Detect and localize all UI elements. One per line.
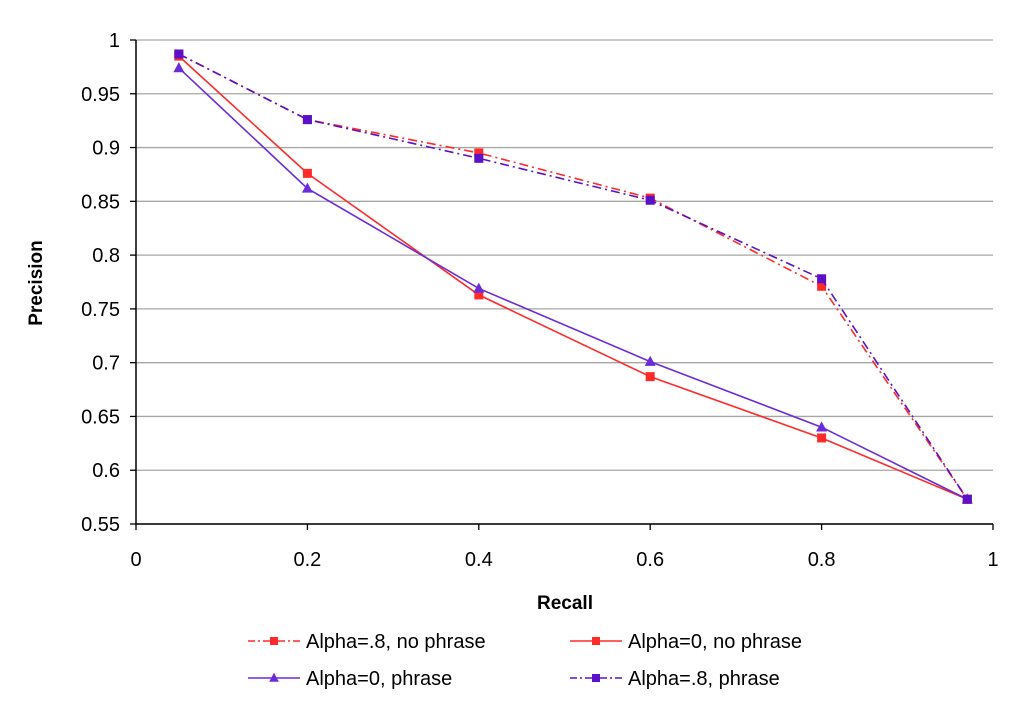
data-point-square bbox=[302, 115, 312, 125]
data-point-square bbox=[270, 637, 278, 645]
data-point-square bbox=[174, 49, 184, 59]
data-point-square bbox=[302, 168, 312, 178]
legend-label: Alpha=.8, phrase bbox=[628, 668, 780, 690]
data-point-triangle bbox=[269, 672, 279, 682]
series-2 bbox=[173, 62, 973, 504]
legend-item: Alpha=0, phrase bbox=[248, 668, 452, 690]
data-point-square bbox=[817, 433, 827, 443]
data-point-triangle bbox=[301, 182, 313, 193]
x-tick-label: 0.2 bbox=[293, 549, 321, 571]
legend-item: Alpha=.8, no phrase bbox=[248, 631, 486, 653]
y-tick-label: 0.85 bbox=[81, 191, 120, 213]
data-point-square bbox=[592, 674, 600, 682]
data-point-square bbox=[474, 148, 484, 158]
data-point-square bbox=[817, 274, 827, 284]
series-line bbox=[178, 67, 968, 500]
y-tick-label: 0.65 bbox=[81, 406, 120, 428]
y-tick-label: 0.7 bbox=[92, 353, 120, 375]
legend-label: Alpha=.8, no phrase bbox=[306, 631, 486, 653]
x-tick-label: 1 bbox=[987, 549, 998, 571]
y-tick-label: 0.55 bbox=[81, 514, 120, 536]
y-tick-label: 0.6 bbox=[92, 460, 120, 482]
grid-layer bbox=[136, 39, 993, 525]
x-axis-title: Recall bbox=[537, 593, 593, 614]
label-layer: Recall Precision bbox=[26, 240, 593, 614]
y-tick-label: 0.9 bbox=[92, 138, 120, 160]
legend-label: Alpha=0, no phrase bbox=[628, 631, 802, 653]
series-line bbox=[178, 53, 968, 500]
axis-layer: 0.55 0.6 0.65 0.7 0.75 0.8 0.85 0.9 0.95 1 0 0.2 0.4… bbox=[81, 30, 999, 571]
series-line bbox=[178, 53, 968, 500]
x-tick-label: 0.4 bbox=[465, 549, 493, 571]
x-tick-label: 0 bbox=[130, 549, 141, 571]
series-1 bbox=[174, 51, 972, 504]
legend: Alpha=.8, no phrase Alpha=0, no phrase Alp… bbox=[248, 631, 802, 690]
data-point-triangle bbox=[473, 282, 485, 293]
y-tick-label: 0.75 bbox=[81, 299, 120, 321]
y-axis-title: Precision bbox=[26, 240, 47, 326]
data-point-square bbox=[962, 494, 972, 504]
series-3 bbox=[174, 49, 972, 504]
legend-item: Alpha=0, no phrase bbox=[570, 631, 802, 653]
series-0 bbox=[174, 49, 972, 504]
y-tick-label: 0.95 bbox=[81, 84, 120, 106]
series-line bbox=[178, 55, 968, 500]
y-tick-label: 1 bbox=[109, 30, 120, 52]
y-tick-label: 0.8 bbox=[92, 245, 120, 267]
x-tick-label: 0.6 bbox=[636, 549, 664, 571]
data-point-triangle bbox=[644, 355, 656, 366]
data-point-square bbox=[474, 290, 484, 300]
data-point-square bbox=[645, 195, 655, 205]
data-point-square bbox=[474, 153, 484, 163]
data-point-triangle bbox=[173, 62, 185, 73]
legend-label: Alpha=0, phrase bbox=[306, 668, 452, 690]
data-point-square bbox=[592, 637, 600, 645]
x-tick-label: 0.8 bbox=[808, 549, 836, 571]
series-layer bbox=[173, 49, 973, 504]
legend-item: Alpha=.8, phrase bbox=[570, 668, 780, 690]
data-point-square bbox=[817, 281, 827, 291]
data-point-square bbox=[645, 372, 655, 382]
data-point-triangle bbox=[816, 421, 828, 432]
